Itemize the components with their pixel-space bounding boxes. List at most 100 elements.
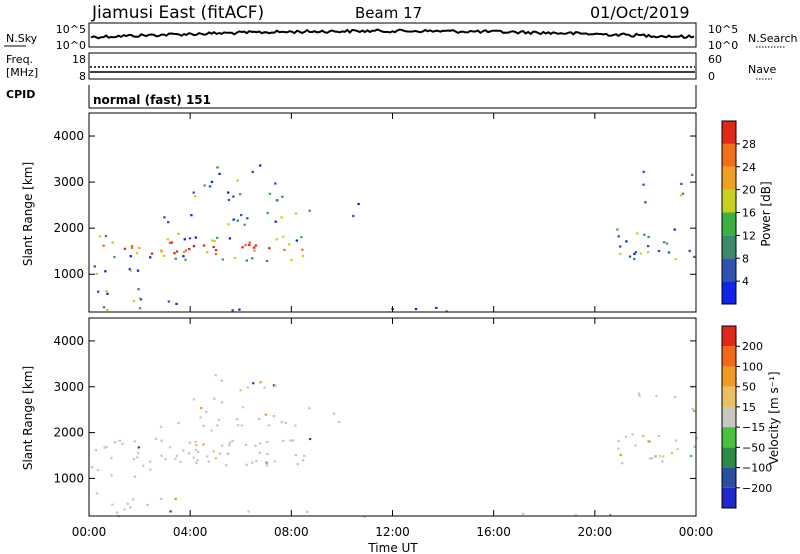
noise-tick-high: 10^5 xyxy=(56,23,86,36)
time-tick-label: 16:00 xyxy=(476,525,511,539)
colorbar-label: −100 xyxy=(742,462,772,475)
echo-cell xyxy=(220,379,223,382)
echo-cell xyxy=(288,243,291,246)
echo-cell xyxy=(95,272,98,275)
echo-cell xyxy=(194,448,198,452)
echo-cell xyxy=(655,395,658,398)
echo-cell xyxy=(294,454,298,457)
echo-cell xyxy=(220,401,224,404)
cpid-label: CPID xyxy=(6,88,35,101)
echo-cell xyxy=(268,192,272,195)
echo-cell xyxy=(239,389,242,392)
echo-cell xyxy=(637,392,641,395)
time-axis: 00:00 04:00 08:00 12:00 16:00 20:00 00:00 xyxy=(72,113,713,539)
y-tick-label: 3000 xyxy=(53,175,84,189)
echo-cell xyxy=(133,440,137,443)
echo-cell xyxy=(216,166,219,169)
colorbar-label: 24 xyxy=(742,161,756,174)
noise-panel: N.Sky 10^5 10^0 10^5 10^0 N.Search xyxy=(4,22,798,52)
echo-cell xyxy=(274,384,277,388)
time-tick-label: 08:00 xyxy=(274,525,309,539)
echo-cell xyxy=(226,452,230,455)
echo-cell xyxy=(662,241,666,244)
echo-cell xyxy=(291,439,294,442)
echo-cell xyxy=(662,455,665,458)
echo-cell xyxy=(264,413,268,416)
echo-cell xyxy=(98,235,102,238)
echo-cell xyxy=(235,418,239,421)
echo-cell xyxy=(136,252,139,255)
power-colorbar: 4 8 12 16 20 24 28 xyxy=(721,120,756,305)
echo-cell xyxy=(274,220,277,223)
colorbar-label: 8 xyxy=(742,252,749,265)
time-tick-label: 12:00 xyxy=(375,525,410,539)
echo-cell xyxy=(301,459,305,462)
y-tick-label: 3000 xyxy=(53,380,84,394)
echo-cell xyxy=(130,246,134,249)
echo-cell xyxy=(267,424,270,427)
echo-cell xyxy=(110,474,113,477)
echo-cell xyxy=(228,444,231,447)
echo-cell xyxy=(276,199,279,202)
echo-cell xyxy=(162,254,166,257)
noise-right-tick-low: 10^0 xyxy=(708,39,738,52)
echo-cell xyxy=(266,441,269,444)
echo-cell xyxy=(106,308,109,312)
echo-cell xyxy=(197,450,200,454)
echo-cell xyxy=(296,463,299,466)
echo-cell xyxy=(231,309,234,312)
echo-cell xyxy=(188,248,191,251)
colorbar-label: 20 xyxy=(742,184,756,197)
echo-cell xyxy=(650,457,654,460)
echo-cell xyxy=(214,249,218,252)
colorbar-label: −15 xyxy=(742,421,765,434)
echo-cell xyxy=(233,256,237,260)
echo-cell xyxy=(619,252,622,255)
echo-cell xyxy=(639,252,642,255)
echo-cell xyxy=(160,454,163,457)
echo-cell xyxy=(657,249,661,253)
echo-cell xyxy=(194,195,197,198)
echo-cell xyxy=(676,448,679,451)
beam-title: Beam 17 xyxy=(355,4,422,22)
echo-cell xyxy=(113,256,116,259)
echo-cell xyxy=(638,394,641,397)
echo-cell xyxy=(636,232,639,235)
station-title: Jiamusi East (fitACF) xyxy=(91,3,264,23)
echo-cell xyxy=(695,437,698,440)
echo-cell xyxy=(214,374,217,377)
echo-cell xyxy=(169,510,172,513)
y-tick-label: 1000 xyxy=(53,267,84,281)
echo-cell xyxy=(294,212,298,215)
echo-cell xyxy=(177,422,180,425)
echo-cell xyxy=(192,398,196,401)
echo-cell xyxy=(522,512,525,515)
echo-cell xyxy=(177,232,180,235)
nave-tick-high: 60 xyxy=(708,53,722,66)
echo-cell xyxy=(281,195,284,198)
echo-cell xyxy=(202,244,206,247)
noise-right-tick-high: 10^5 xyxy=(708,23,738,36)
echo-cell xyxy=(129,269,133,272)
echo-cell xyxy=(680,182,683,185)
echo-cell xyxy=(332,412,336,415)
velocity-panel-frame xyxy=(88,317,697,517)
colorbar-swatch xyxy=(722,326,736,347)
echo-cell xyxy=(104,270,107,273)
colorbar-swatch xyxy=(722,189,736,213)
echo-cell xyxy=(661,460,664,463)
echo-cell xyxy=(282,439,285,442)
echo-cell xyxy=(213,240,216,243)
echo-cell xyxy=(175,250,179,253)
echo-cell xyxy=(218,172,221,175)
echo-cell xyxy=(154,437,158,440)
echo-cell xyxy=(95,492,99,495)
echo-cell xyxy=(280,216,283,219)
echo-cell xyxy=(159,497,163,500)
noise-search-label: N.Search xyxy=(748,32,798,45)
echo-cell xyxy=(136,452,140,455)
power-panel: 1000 2000 3000 4000 Slant Range [km] 4 8 12 16… xyxy=(21,112,773,313)
echo-cell xyxy=(168,446,172,449)
echo-cell xyxy=(216,424,219,427)
echo-cell xyxy=(159,425,163,428)
